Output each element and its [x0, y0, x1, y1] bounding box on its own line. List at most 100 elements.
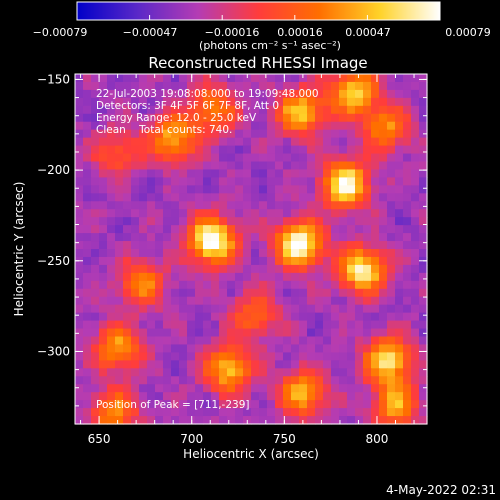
heatmap-cell	[155, 416, 164, 425]
heatmap-cell	[163, 137, 172, 147]
heatmap-cell	[99, 304, 108, 314]
heatmap-cell	[115, 336, 124, 346]
heatmap-cell	[147, 105, 156, 115]
heatmap-cell	[227, 392, 236, 401]
heatmap-cell	[363, 288, 372, 298]
heatmap-cell	[195, 74, 204, 83]
heatmap-cell	[155, 344, 164, 353]
heatmap-cell	[99, 137, 108, 147]
heatmap-cell	[227, 233, 236, 242]
heatmap-cell	[131, 392, 140, 401]
heatmap-cell	[195, 97, 204, 107]
heatmap-cell	[171, 105, 180, 115]
heatmap-cell	[75, 193, 84, 202]
heatmap-cell	[387, 352, 396, 361]
heatmap-cell	[235, 280, 244, 290]
heatmap-cell	[403, 201, 412, 210]
heatmap-cell	[387, 384, 396, 393]
heatmap-cell	[211, 153, 220, 163]
heatmap-cell	[283, 264, 292, 274]
heatmap-cell	[283, 225, 292, 234]
heatmap-cell	[179, 241, 188, 250]
heatmap-cell	[395, 225, 404, 234]
heatmap-cell	[371, 400, 380, 409]
heatmap-cell	[187, 312, 196, 322]
heatmap-cell	[227, 225, 236, 234]
heatmap-cell	[275, 241, 284, 250]
heatmap-cell	[339, 384, 348, 393]
heatmap-cell	[195, 312, 204, 322]
heatmap-cell	[187, 264, 196, 274]
heatmap-cell	[163, 376, 172, 385]
heatmap-cell	[419, 400, 428, 409]
heatmap-cell	[259, 249, 268, 258]
heatmap-cell	[235, 256, 244, 266]
heatmap-cell	[419, 352, 428, 361]
heatmap-cell	[123, 89, 132, 99]
heatmap-cell	[155, 256, 164, 266]
heatmap-cell	[203, 320, 212, 330]
heatmap-cell	[251, 264, 260, 274]
heatmap-cell	[83, 177, 92, 186]
heatmap-cell	[331, 352, 340, 361]
heatmap-cell	[259, 296, 268, 306]
heatmap-cell	[371, 89, 380, 99]
heatmap-cell	[203, 336, 212, 346]
heatmap-cell	[235, 209, 244, 218]
heatmap-cell	[275, 185, 284, 194]
heatmap-cell	[355, 256, 364, 266]
heatmap-cell	[131, 416, 140, 425]
heatmap-cell	[243, 360, 252, 369]
heatmap-cell	[107, 360, 116, 369]
heatmap-cell	[283, 376, 292, 385]
heatmap-cell	[187, 336, 196, 346]
heatmap-cell	[187, 177, 196, 186]
heatmap-cell	[323, 352, 332, 361]
heatmap-cell	[267, 169, 276, 178]
heatmap-cell	[139, 272, 148, 282]
heatmap-cell	[163, 320, 172, 330]
heatmap-cell	[211, 296, 220, 306]
colorbar	[76, 1, 441, 21]
heatmap-cell	[227, 312, 236, 322]
heatmap-cell	[379, 161, 388, 171]
heatmap-cell	[411, 280, 420, 290]
heatmap-cell	[235, 408, 244, 417]
heatmap-cell	[387, 408, 396, 417]
heatmap-cell	[251, 312, 260, 322]
heatmap-cell	[227, 89, 236, 99]
heatmap-cell	[187, 376, 196, 385]
heatmap-cell	[299, 241, 308, 250]
heatmap-cell	[363, 105, 372, 115]
heatmap-cell	[323, 74, 332, 83]
heatmap-cell	[83, 288, 92, 298]
heatmap-cell	[299, 185, 308, 194]
heatmap-cell	[147, 137, 156, 147]
heatmap-cell	[83, 360, 92, 369]
heatmap-cell	[251, 296, 260, 306]
heatmap-cell	[347, 368, 356, 377]
heatmap-cell	[187, 137, 196, 147]
heatmap-cell	[179, 201, 188, 210]
heatmap-cell	[163, 352, 172, 361]
heatmap-cell	[163, 185, 172, 194]
heatmap-cell	[307, 193, 316, 202]
heatmap-cell	[355, 129, 364, 139]
heatmap-cell	[179, 376, 188, 385]
heatmap-cell	[99, 74, 108, 83]
heatmap-cell	[115, 328, 124, 338]
heatmap-cell	[187, 185, 196, 194]
heatmap-cell	[243, 408, 252, 417]
heatmap-cell	[299, 320, 308, 330]
heatmap-cell	[107, 217, 116, 226]
heatmap-cell	[363, 201, 372, 210]
heatmap-cell	[195, 241, 204, 250]
heatmap-cell	[187, 105, 196, 115]
heatmap-cell	[275, 416, 284, 425]
heatmap-cell	[259, 288, 268, 298]
heatmap-cell	[307, 209, 316, 218]
heatmap-cell	[107, 201, 116, 210]
heatmap-cell	[275, 312, 284, 322]
heatmap-cell	[291, 185, 300, 194]
